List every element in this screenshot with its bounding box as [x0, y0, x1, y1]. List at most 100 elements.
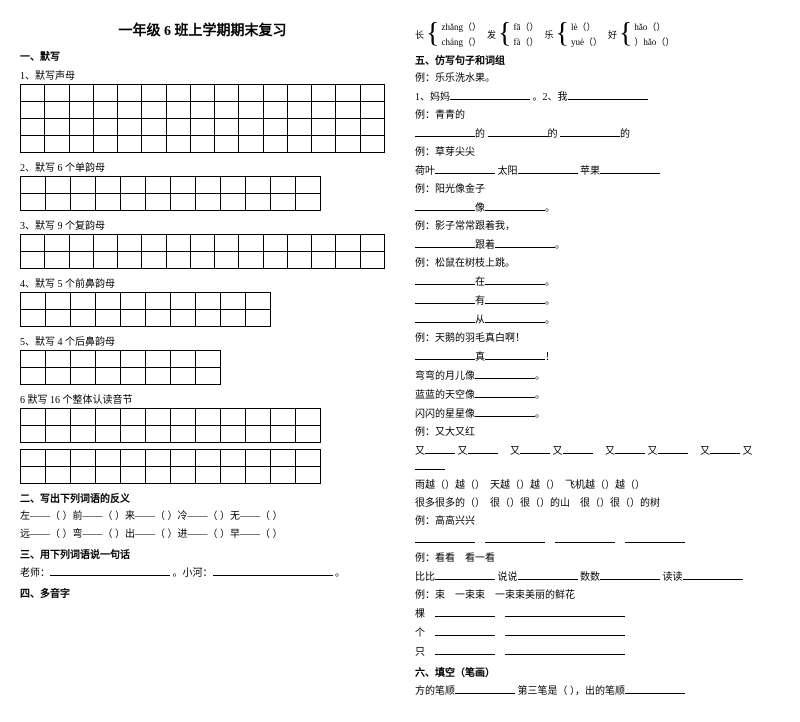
brace-icon: {	[555, 26, 568, 43]
l: 在。	[415, 274, 780, 290]
t: 弯弯的月儿像	[415, 371, 475, 382]
t: 。	[535, 409, 545, 420]
t: ）的树	[630, 498, 660, 509]
t: zhǎng（	[441, 22, 472, 32]
t: 蓝蓝的天空像	[415, 390, 475, 401]
l: 个	[415, 625, 780, 641]
t: ）	[665, 37, 674, 47]
blank	[415, 459, 445, 470]
t: ）出——（	[115, 529, 165, 540]
grid-zhengti-2	[20, 449, 321, 484]
t: 。	[555, 240, 565, 251]
t: 苹果	[580, 166, 600, 177]
t: ）冷——（	[168, 511, 218, 522]
blank	[415, 274, 475, 285]
t: ）来——（	[115, 511, 165, 522]
t: 。	[535, 390, 545, 401]
blank	[555, 532, 615, 543]
t: ） 飞机越（	[550, 480, 605, 491]
t: hǎo（	[634, 22, 656, 32]
l: 例：草芽尖尖	[415, 145, 780, 160]
t: 数数	[580, 572, 600, 583]
l: 很多很多的（） 很（）很（）的山 很（）很（）的树	[415, 496, 780, 511]
t: 真	[475, 352, 485, 363]
t: 又	[648, 446, 658, 457]
blank	[520, 443, 550, 454]
sec3-title: 三、用下列词语说一句话	[20, 546, 385, 561]
blank	[505, 606, 625, 617]
t: 跟着	[475, 240, 495, 251]
brace-row: 长 { zhǎng（） cháng（） 发 { fā（） fà（） 乐 {	[415, 20, 780, 48]
blank	[683, 569, 743, 580]
sec1-sub5: 5、默写 4 个后鼻韵母	[20, 333, 385, 348]
t: 太阳	[498, 166, 518, 177]
t: 乐	[544, 28, 553, 41]
t: 方的笔顺	[415, 686, 455, 697]
sec2-title: 二、写出下列词语的反义	[20, 490, 385, 505]
blank	[560, 126, 620, 137]
l: 1、妈妈 。2、我	[415, 89, 780, 105]
t: 好	[608, 28, 617, 41]
brace-icon: {	[426, 26, 439, 43]
l: 只	[415, 644, 780, 660]
t: 又	[415, 446, 425, 457]
l: 像。	[415, 200, 780, 216]
t: 1、妈妈	[415, 92, 450, 103]
t: 又	[458, 446, 468, 457]
right-column: 长 { zhǎng（） cháng（） 发 { fā（） fà（） 乐 {	[415, 20, 780, 702]
sec1-sub2: 2、默写 6 个单韵母	[20, 159, 385, 174]
brace-icon: {	[498, 26, 511, 43]
sec3-l1: 老师： 。小河： 。	[20, 565, 385, 581]
page-container: 一年级 6 班上学期期末复习 一、默写 1、默写声母 2、默写 6 个单韵母 3…	[20, 20, 780, 702]
page-title: 一年级 6 班上学期期末复习	[20, 20, 385, 40]
sec6-title: 六、填空（笔画）	[415, 664, 780, 679]
blank	[495, 237, 555, 248]
t: ）	[472, 22, 481, 32]
blank	[625, 683, 685, 694]
t: cháng（	[441, 37, 472, 47]
t: ！	[545, 352, 555, 363]
blank	[415, 293, 475, 304]
blank	[415, 237, 475, 248]
blank	[435, 625, 495, 636]
sec1-sub1: 1、默写声母	[20, 67, 385, 82]
l: 荷叶 太阳 苹果	[415, 163, 780, 179]
t: ）	[273, 529, 283, 540]
l: 棵	[415, 606, 780, 622]
blank	[505, 644, 625, 655]
t: ）	[656, 22, 665, 32]
t: ）	[586, 22, 595, 32]
l: 例：束 一束束 一束束美丽的鲜花	[415, 588, 780, 603]
blank	[475, 406, 535, 417]
sec1-sub6: 6 默写 16 个整体认读音节	[20, 391, 385, 406]
blank	[658, 443, 688, 454]
t: 比比	[415, 572, 435, 583]
t: fā（	[513, 22, 529, 32]
brace-chang: 长 { zhǎng（） cháng（）	[415, 20, 481, 48]
t: 。	[335, 568, 345, 579]
t: ）很（	[600, 498, 630, 509]
blank	[455, 683, 515, 694]
t: 读读	[663, 572, 683, 583]
blank	[568, 89, 648, 100]
t: 从	[475, 315, 485, 326]
t: 的	[620, 129, 630, 140]
l: 弯弯的月儿像。	[415, 368, 780, 384]
t: 又	[553, 446, 563, 457]
blank	[415, 312, 475, 323]
sec1-title: 一、默写	[20, 48, 385, 63]
blank	[475, 387, 535, 398]
blank	[485, 532, 545, 543]
blank	[600, 569, 660, 580]
blank	[50, 565, 170, 576]
blank	[450, 89, 530, 100]
t: 荷叶	[415, 166, 435, 177]
blank	[425, 443, 455, 454]
grid-fu	[20, 234, 385, 269]
blank	[475, 368, 535, 379]
l: 真！	[415, 349, 780, 365]
t: 又	[743, 446, 753, 457]
grid-zhengti	[20, 408, 321, 443]
t: ） 很（	[475, 498, 510, 509]
blank	[625, 532, 685, 543]
